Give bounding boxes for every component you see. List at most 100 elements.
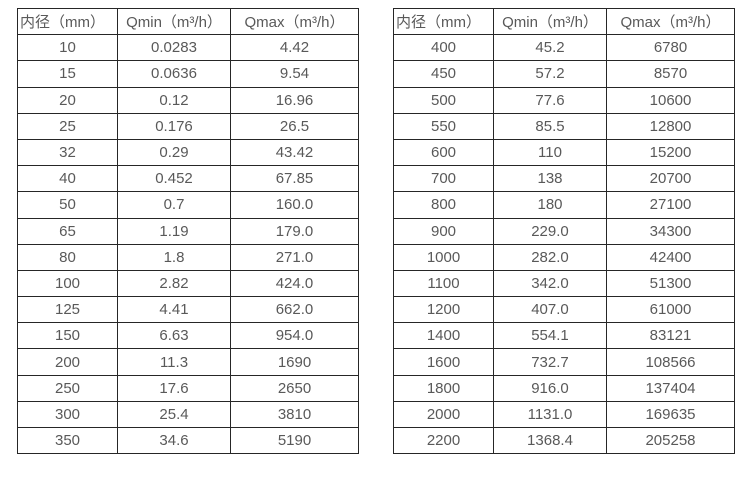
qmin-cell: 0.176 <box>117 112 231 140</box>
qmax-cell: 954.0 <box>230 322 359 350</box>
table-row: 700 138 20700 <box>393 165 735 193</box>
qmax-cell: 160.0 <box>230 191 359 219</box>
diameter-cell: 900 <box>393 217 494 245</box>
qmin-cell: 180 <box>493 191 607 219</box>
qmin-cell: 229.0 <box>493 217 607 245</box>
diameter-cell: 1100 <box>393 269 494 298</box>
table-row: 200 11.3 1690 <box>17 348 359 376</box>
table-row: 800 180 27100 <box>393 191 735 219</box>
table-row: 65 1.19 179.0 <box>17 217 359 245</box>
table-row: 600 110 15200 <box>393 138 735 167</box>
qmax-cell: 10600 <box>606 86 735 114</box>
table-row: 125 4.41 662.0 <box>17 296 359 324</box>
flow-spec-table-left: 内径（mm） Qmin（m³/h） Qmax（m³/h） 10 0.0283 4.4… <box>17 7 359 455</box>
table-row: 900 229.0 34300 <box>393 217 735 245</box>
diameter-cell: 10 <box>17 34 118 62</box>
diameter-cell: 100 <box>17 269 118 298</box>
diameter-cell: 200 <box>17 348 118 376</box>
table-row: 2000 1131.0 169635 <box>393 400 735 429</box>
table-row: 80 1.8 271.0 <box>17 243 359 271</box>
qmax-cell: 424.0 <box>230 269 359 298</box>
qmax-cell: 2650 <box>230 374 359 402</box>
qmin-cell: 138 <box>493 165 607 193</box>
diameter-cell: 40 <box>17 165 118 193</box>
qmin-cell: 342.0 <box>493 269 607 298</box>
qmin-cell: 17.6 <box>117 374 231 402</box>
qmin-cell: 110 <box>493 138 607 167</box>
table-row: 1000 282.0 42400 <box>393 243 735 271</box>
qmax-cell: 205258 <box>606 426 735 455</box>
diameter-cell: 32 <box>17 138 118 167</box>
table-row: 2200 1368.4 205258 <box>393 426 735 455</box>
table-row: 1400 554.1 83121 <box>393 322 735 350</box>
column-header-qmin: Qmin（m³/h） <box>493 7 607 36</box>
header-row: 内径（mm） Qmin（m³/h） Qmax（m³/h） <box>17 7 359 36</box>
diameter-cell: 350 <box>17 426 118 455</box>
diameter-cell: 450 <box>393 60 494 88</box>
diameter-cell: 1200 <box>393 296 494 324</box>
qmax-cell: 20700 <box>606 165 735 193</box>
table-row: 300 25.4 3810 <box>17 400 359 429</box>
table-row: 32 0.29 43.42 <box>17 138 359 167</box>
qmax-cell: 108566 <box>606 348 735 376</box>
qmin-cell: 77.6 <box>493 86 607 114</box>
table-row: 400 45.2 6780 <box>393 34 735 62</box>
qmin-cell: 0.7 <box>117 191 231 219</box>
qmax-cell: 8570 <box>606 60 735 88</box>
diameter-cell: 550 <box>393 112 494 140</box>
qmax-cell: 51300 <box>606 269 735 298</box>
qmin-cell: 57.2 <box>493 60 607 88</box>
diameter-cell: 1400 <box>393 322 494 350</box>
column-header-diameter: 内径（mm） <box>17 7 118 36</box>
qmin-cell: 0.29 <box>117 138 231 167</box>
diameter-cell: 800 <box>393 191 494 219</box>
diameter-cell: 2200 <box>393 426 494 455</box>
qmax-cell: 16.96 <box>230 86 359 114</box>
qmax-cell: 42400 <box>606 243 735 271</box>
column-header-diameter: 内径（mm） <box>393 7 494 36</box>
table-row: 550 85.5 12800 <box>393 112 735 140</box>
qmin-cell: 85.5 <box>493 112 607 140</box>
qmin-cell: 2.82 <box>117 269 231 298</box>
diameter-cell: 250 <box>17 374 118 402</box>
table-row: 150 6.63 954.0 <box>17 322 359 350</box>
column-header-qmax: Qmax（m³/h） <box>606 7 735 36</box>
header-row: 内径（mm） Qmin（m³/h） Qmax（m³/h） <box>393 7 735 36</box>
qmin-cell: 1131.0 <box>493 400 607 429</box>
qmin-cell: 407.0 <box>493 296 607 324</box>
qmax-cell: 15200 <box>606 138 735 167</box>
diameter-cell: 65 <box>17 217 118 245</box>
qmin-cell: 1368.4 <box>493 426 607 455</box>
diameter-cell: 20 <box>17 86 118 114</box>
qmax-cell: 137404 <box>606 374 735 402</box>
qmax-cell: 61000 <box>606 296 735 324</box>
table-row: 15 0.0636 9.54 <box>17 60 359 88</box>
qmin-cell: 0.452 <box>117 165 231 193</box>
qmin-cell: 11.3 <box>117 348 231 376</box>
qmax-cell: 83121 <box>606 322 735 350</box>
diameter-cell: 700 <box>393 165 494 193</box>
table-row: 1200 407.0 61000 <box>393 296 735 324</box>
diameter-cell: 400 <box>393 34 494 62</box>
qmin-cell: 916.0 <box>493 374 607 402</box>
table-row: 350 34.6 5190 <box>17 426 359 455</box>
diameter-cell: 25 <box>17 112 118 140</box>
table-row: 500 77.6 10600 <box>393 86 735 114</box>
qmin-cell: 0.0283 <box>117 34 231 62</box>
diameter-cell: 125 <box>17 296 118 324</box>
qmin-cell: 1.8 <box>117 243 231 271</box>
qmin-cell: 1.19 <box>117 217 231 245</box>
qmax-cell: 5190 <box>230 426 359 455</box>
qmax-cell: 1690 <box>230 348 359 376</box>
diameter-cell: 50 <box>17 191 118 219</box>
qmin-cell: 34.6 <box>117 426 231 455</box>
table-row: 1800 916.0 137404 <box>393 374 735 402</box>
qmax-cell: 12800 <box>606 112 735 140</box>
diameter-cell: 1000 <box>393 243 494 271</box>
spec-tables-container: 内径（mm） Qmin（m³/h） Qmax（m³/h） 10 0.0283 4.4… <box>17 7 735 455</box>
qmax-cell: 662.0 <box>230 296 359 324</box>
qmax-cell: 67.85 <box>230 165 359 193</box>
qmax-cell: 27100 <box>606 191 735 219</box>
table-row: 40 0.452 67.85 <box>17 165 359 193</box>
table-row: 10 0.0283 4.42 <box>17 34 359 62</box>
